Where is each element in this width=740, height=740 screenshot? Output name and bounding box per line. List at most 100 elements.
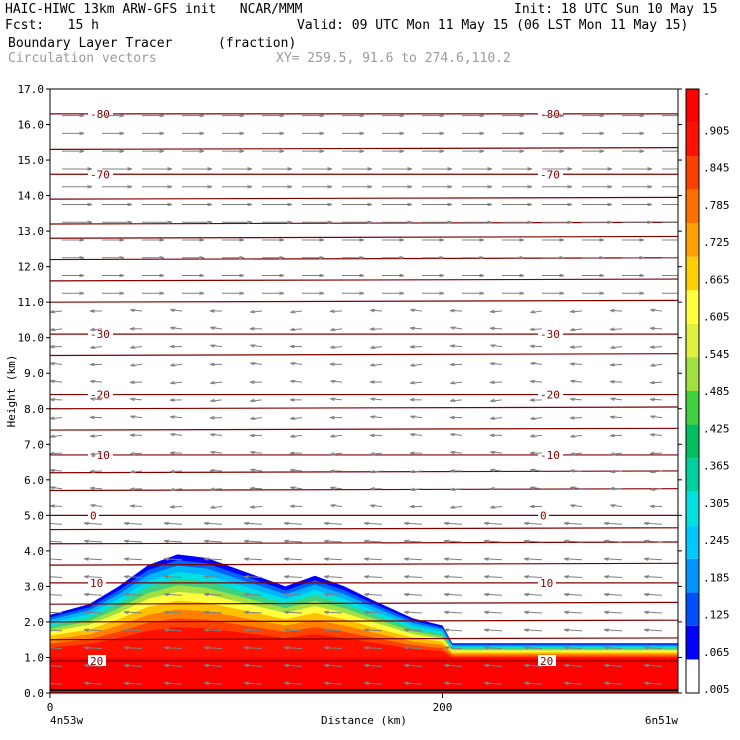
vector-arrow bbox=[444, 647, 463, 650]
vector-arrow bbox=[484, 575, 503, 579]
vector-head bbox=[209, 362, 215, 367]
vector-head bbox=[567, 202, 573, 207]
vector-head bbox=[239, 291, 245, 296]
colorbar-label: .905 bbox=[703, 124, 730, 137]
vector-head bbox=[569, 469, 575, 473]
vector-arrow bbox=[564, 558, 583, 561]
vector-head bbox=[324, 521, 330, 526]
vector-head bbox=[444, 575, 450, 579]
vector-arrow bbox=[564, 575, 583, 579]
vector-head bbox=[444, 592, 450, 597]
vector-head bbox=[164, 521, 170, 526]
vector-head bbox=[204, 610, 210, 615]
vector-arrow bbox=[604, 558, 623, 561]
vector-head bbox=[124, 646, 130, 650]
vector-head bbox=[90, 452, 96, 456]
vector-arrow bbox=[244, 647, 263, 650]
contour-line bbox=[50, 299, 678, 303]
vector-arrow bbox=[444, 540, 463, 543]
vector-head bbox=[89, 486, 96, 491]
vector-arrow bbox=[444, 522, 463, 525]
vector-head bbox=[287, 184, 293, 189]
vector-head bbox=[244, 575, 250, 579]
vector-arrow bbox=[84, 575, 103, 579]
vector-head bbox=[170, 469, 176, 474]
vector-head bbox=[330, 379, 336, 384]
vector-head bbox=[604, 592, 610, 597]
vector-head bbox=[444, 539, 450, 544]
vector-arrow bbox=[524, 629, 543, 632]
vector-arrow bbox=[164, 575, 183, 579]
vector-head bbox=[327, 167, 333, 171]
vector-head bbox=[679, 292, 684, 295]
vector-head bbox=[50, 344, 55, 349]
vector-head bbox=[124, 610, 130, 615]
vector-head bbox=[609, 362, 616, 367]
vector-head bbox=[599, 238, 605, 242]
vector-head bbox=[410, 469, 416, 474]
vector-arrow bbox=[284, 629, 303, 632]
vector-head bbox=[90, 397, 96, 401]
vector-arrow bbox=[604, 629, 623, 632]
vector-arrow bbox=[644, 593, 663, 596]
vector-head bbox=[207, 202, 213, 207]
colorbar-segment bbox=[686, 625, 699, 660]
contour-label: -10 bbox=[540, 449, 560, 462]
vector-head bbox=[407, 184, 413, 189]
vector-arrow bbox=[604, 540, 623, 543]
vector-head bbox=[449, 362, 455, 367]
vector-head bbox=[490, 398, 496, 403]
vector-arrow bbox=[244, 558, 263, 561]
vector-head bbox=[524, 575, 530, 579]
colorbar-label: .725 bbox=[703, 236, 730, 249]
vector-head bbox=[364, 557, 370, 561]
vector-head bbox=[284, 592, 290, 597]
vector-head bbox=[564, 628, 570, 632]
vector-head bbox=[364, 592, 370, 597]
vector-arrow bbox=[644, 629, 663, 632]
vector-head bbox=[44, 664, 49, 667]
contour-line bbox=[50, 278, 678, 282]
vector-arrow bbox=[644, 647, 663, 650]
colorbar-segment bbox=[686, 323, 699, 358]
vector-head bbox=[50, 362, 56, 366]
vector-arrow bbox=[644, 540, 663, 543]
vector-arrow bbox=[244, 611, 263, 614]
vector-head bbox=[490, 468, 496, 473]
vector-head bbox=[244, 521, 250, 526]
contour-line bbox=[50, 527, 678, 531]
vector-head bbox=[609, 380, 615, 384]
vector-arrow bbox=[444, 575, 463, 579]
vector-head bbox=[239, 113, 245, 118]
vector-head bbox=[529, 504, 535, 509]
vector-head bbox=[204, 521, 210, 526]
colorbar-segment bbox=[686, 122, 699, 157]
vector-arrow bbox=[124, 682, 143, 685]
vector-head bbox=[370, 504, 376, 508]
contour-label-bg bbox=[88, 328, 113, 340]
vector-head bbox=[204, 557, 210, 561]
vector-head bbox=[44, 629, 49, 632]
vector-arrow bbox=[364, 593, 383, 596]
contour-label-bg bbox=[88, 168, 113, 180]
vector-head bbox=[527, 202, 533, 207]
colorbar-segment bbox=[686, 592, 699, 626]
vector-head bbox=[610, 397, 616, 401]
vector-head bbox=[490, 505, 496, 509]
vector-head bbox=[329, 415, 335, 420]
vector-head bbox=[644, 521, 650, 526]
colorbar-segment bbox=[686, 424, 699, 459]
contour-line bbox=[50, 257, 678, 261]
vector-head bbox=[284, 681, 290, 686]
vector-head bbox=[524, 557, 530, 561]
vector-head bbox=[290, 434, 296, 438]
vector-head bbox=[404, 557, 410, 561]
vector-head bbox=[359, 291, 365, 296]
vector-head bbox=[159, 238, 165, 242]
vector-head bbox=[370, 415, 376, 419]
vector-head bbox=[130, 469, 136, 474]
vector-arrow bbox=[204, 522, 223, 525]
vector-head bbox=[439, 131, 445, 136]
vector-head bbox=[570, 486, 576, 490]
vector-head bbox=[599, 273, 605, 278]
